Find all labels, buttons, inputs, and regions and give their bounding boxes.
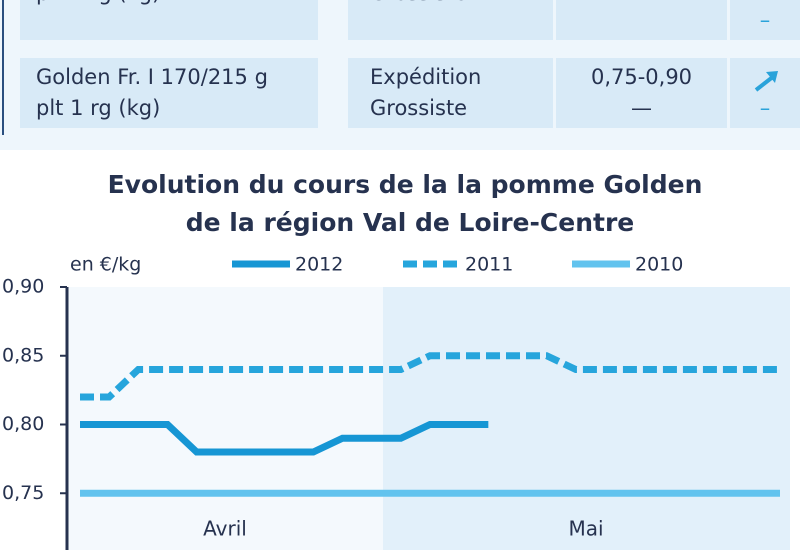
- table-cell: Grossiste: [348, 0, 553, 40]
- y-tick-label: 0,85: [2, 344, 44, 366]
- cell-text: plt 1 rg (kg): [36, 96, 161, 120]
- table-cell: –: [730, 0, 800, 40]
- period-label: Avril: [203, 517, 247, 541]
- chart-title: de la région Val de Loire-Centre: [186, 208, 634, 237]
- legend-label: 2011: [465, 254, 513, 276]
- period-label: Mai: [568, 517, 603, 541]
- trend-arrow: [752, 66, 782, 96]
- cell-text: –: [759, 96, 771, 120]
- y-tick-label: 0,75: [2, 482, 44, 504]
- cell-text: Grossiste: [370, 0, 553, 9]
- legend-label: 2012: [295, 254, 343, 276]
- table-cell: —: [556, 0, 727, 40]
- left-rule: [2, 0, 4, 135]
- cell-text: plt 1 rg (kg): [36, 0, 318, 9]
- table-cell: 0,75-0,90 —: [556, 58, 727, 128]
- cell-text: Expédition: [370, 65, 482, 89]
- period-band: [383, 287, 790, 550]
- cell-text: Golden Fr. I 170/215 g: [36, 65, 268, 89]
- chart-title: Evolution du cours de la la pomme Golden: [108, 170, 703, 199]
- table-cell: Expédition Grossiste: [348, 58, 553, 128]
- series-line: [80, 421, 489, 456]
- cell-text: —: [631, 96, 652, 120]
- table-cell: –: [730, 58, 800, 128]
- y-tick-label: 0,90: [2, 276, 44, 298]
- series-line: [80, 352, 780, 401]
- cell-text: –: [759, 8, 771, 32]
- arrow-icon: [754, 71, 778, 92]
- y-axis-label: en €/kg: [70, 254, 141, 276]
- table-cell: Golden Fr. I 170/215 g plt 1 rg (kg): [20, 58, 318, 128]
- y-tick-label: 0,80: [2, 413, 44, 435]
- legend-label: 2010: [635, 254, 683, 276]
- table-cell: plt 1 rg (kg): [20, 0, 318, 40]
- cell-text: 0,75-0,90: [590, 65, 693, 89]
- cell-text: Grossiste: [370, 96, 468, 120]
- cell-text: —: [556, 0, 727, 9]
